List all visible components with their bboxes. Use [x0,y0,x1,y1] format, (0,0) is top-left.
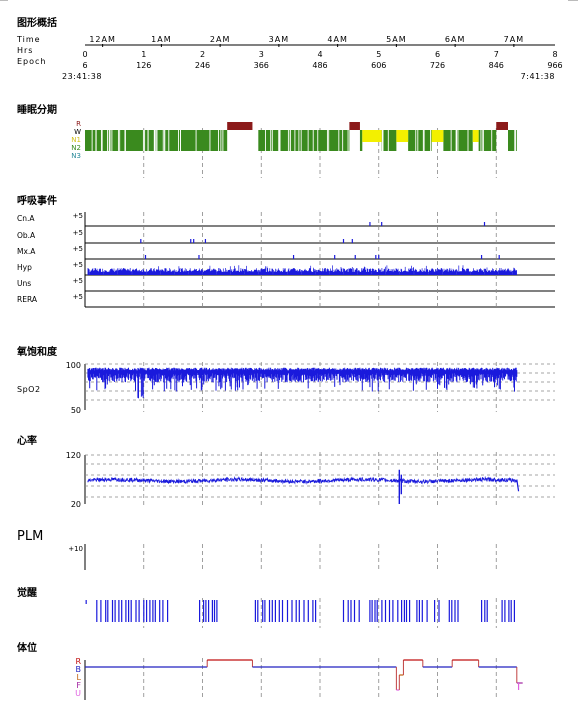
hr-spike [398,469,403,504]
timeline-clock-tick: 5AM [386,35,406,44]
timeline-hour-tick: 0 [82,50,87,59]
stage-bar-n1 [431,130,444,142]
timeline-hour-tick: 6 [435,50,440,59]
section-title-position: 体位 [17,641,37,654]
section-title-plm: PLM [17,529,43,544]
resp-scale-mxa: +5 [73,245,83,253]
stage-label-n2: N2 [71,144,81,152]
timeline-label-epoch: Epoch [17,57,47,66]
section-title-spo2: 氧饱和度 [16,345,58,358]
section-title-sleep-stage: 睡眠分期 [17,103,57,116]
stage-bar-n1 [472,130,479,142]
timeline-epoch-tick: 486 [312,61,327,70]
timeline-start-time: 23:41:38 [62,72,102,81]
position-label-u: U [75,689,81,698]
timeline-clock-tick: 1AM [151,35,171,44]
hr-axis-min: 20 [71,500,81,509]
stage-bar-n1 [396,130,409,142]
resp-scale-uns: +5 [73,277,83,285]
resp-scale-oba: +5 [73,229,83,237]
stage-bar-n1 [362,130,382,142]
resp-label-oba: Ob.A [17,231,36,240]
stage-label-r: R [76,120,81,128]
timeline-hour-tick: 1 [141,50,146,59]
timeline-epoch-tick: 6 [82,61,87,70]
stage-bar-n2 [258,130,350,151]
stage-label-n1: N1 [71,136,81,144]
timeline-epoch-tick: 846 [489,61,504,70]
position-label-b: B [76,665,82,674]
timeline-hour-tick: 4 [317,50,322,59]
timeline-hour-tick: 3 [259,50,264,59]
timeline-clock-tick: 6AM [445,35,465,44]
position-label-f: F [76,681,81,690]
resp-label-rera: RERA [17,295,38,304]
timeline-label-time: Time [16,35,41,44]
timeline-clock-tick: 3AM [269,35,289,44]
timeline-hour-tick: 8 [552,50,557,59]
timeline-end-time: 7:41:38 [521,72,555,81]
position-label-l: L [77,673,82,682]
timeline-clock-tick: 2AM [210,35,230,44]
section-title-arousal: 觉醒 [17,586,37,599]
resp-label-mxa: Mx.A [17,247,36,256]
stage-label-w: W [74,128,81,136]
resp-label-uns: Uns [17,279,31,288]
stage-label-n3: N3 [71,152,81,160]
timeline-hour-tick: 7 [494,50,499,59]
stage-bar-n2 [408,130,432,151]
arousal-series [85,600,515,622]
resp-label-hyp: Hyp [17,263,32,272]
hr-end-drop [516,479,520,492]
section-title-respiratory: 呼吸事件 [17,194,57,207]
timeline-epoch-tick: 606 [371,61,386,70]
spo2-axis-max: 100 [66,361,81,370]
timeline-epoch-tick: 366 [254,61,269,70]
timeline-clock-tick: 7AM [504,35,524,44]
hr-series [87,475,517,485]
page-corner-mark-left [0,0,8,1]
timeline-clock-tick: 4AM [327,35,347,44]
resp-scale-rera: +5 [73,293,83,301]
stage-bar-n2 [359,130,363,151]
resp-scale-cna: +5 [73,212,83,220]
stage-bar-rem [349,122,360,130]
stage-bar-n2 [508,130,517,151]
spo2-axis-min: 50 [71,406,81,415]
timeline-epoch-tick: 246 [195,61,210,70]
timeline-hour-tick: 5 [376,50,381,59]
resp-label-cna: Cn.A [17,214,35,223]
resp-scale-hyp: +5 [73,261,83,269]
plm-axis-scale: +10 [68,545,83,553]
stage-bar-n2 [381,130,397,151]
stage-bar-rem [227,122,253,130]
timeline-label-hrs: Hrs [17,46,33,55]
section-title-overview: 图形概括 [17,16,57,29]
position-label-r: R [75,657,81,666]
page-corner-mark-right [568,0,578,1]
timeline-epoch-tick: 966 [547,61,562,70]
section-title-heart-rate: 心率 [17,434,37,447]
stage-bar-rem [496,122,508,130]
timeline-clock-tick: 12AM [89,35,116,44]
timeline-epoch-tick: 726 [430,61,445,70]
timeline-epoch-tick: 126 [136,61,151,70]
timeline-hour-tick: 2 [200,50,205,59]
spo2-axis-label: SpO2 [17,385,41,394]
hr-axis-max: 120 [66,451,81,460]
resp-hyp-series [87,265,517,275]
spo2-series [87,367,518,399]
